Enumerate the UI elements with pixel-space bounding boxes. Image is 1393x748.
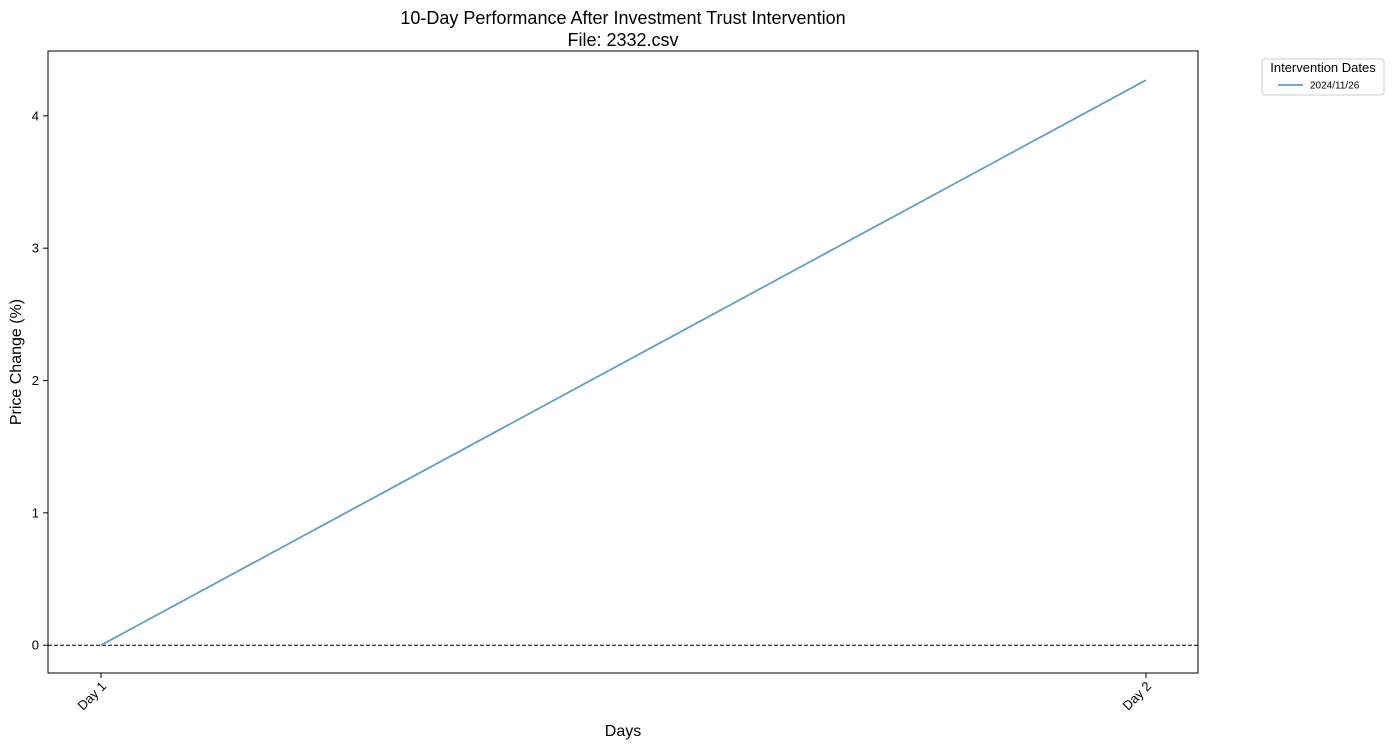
y-tick-label: 0 (32, 638, 39, 653)
series-line (100, 79, 1147, 647)
chart-title: 10-Day Performance After Investment Trus… (400, 8, 845, 28)
y-tick-label: 1 (32, 505, 39, 520)
x-tick-label: Day 2 (1119, 679, 1154, 714)
plot-area (47, 50, 1199, 674)
x-axis-label: Days (605, 723, 641, 740)
legend-entries: 2024/11/26 (1278, 81, 1360, 92)
y-axis-label: Price Change (%) (8, 299, 25, 425)
y-tick-label: 3 (32, 241, 39, 256)
chart-subtitle: File: 2332.csv (567, 30, 678, 50)
legend-title: Intervention Dates (1270, 60, 1376, 75)
y-axis: 0 1 2 3 4 (32, 108, 48, 653)
x-tick-label: Day 1 (74, 679, 109, 714)
legend-box (1261, 58, 1385, 96)
y-tick-label: 2 (32, 373, 39, 388)
legend: Intervention Dates 2024/11/26 (1261, 58, 1385, 96)
y-tick-label: 4 (32, 108, 39, 123)
legend-entry-label: 2024/11/26 (1310, 81, 1360, 92)
series-layer (100, 79, 1147, 647)
x-axis: Day 1 Day 2 (74, 673, 1154, 713)
